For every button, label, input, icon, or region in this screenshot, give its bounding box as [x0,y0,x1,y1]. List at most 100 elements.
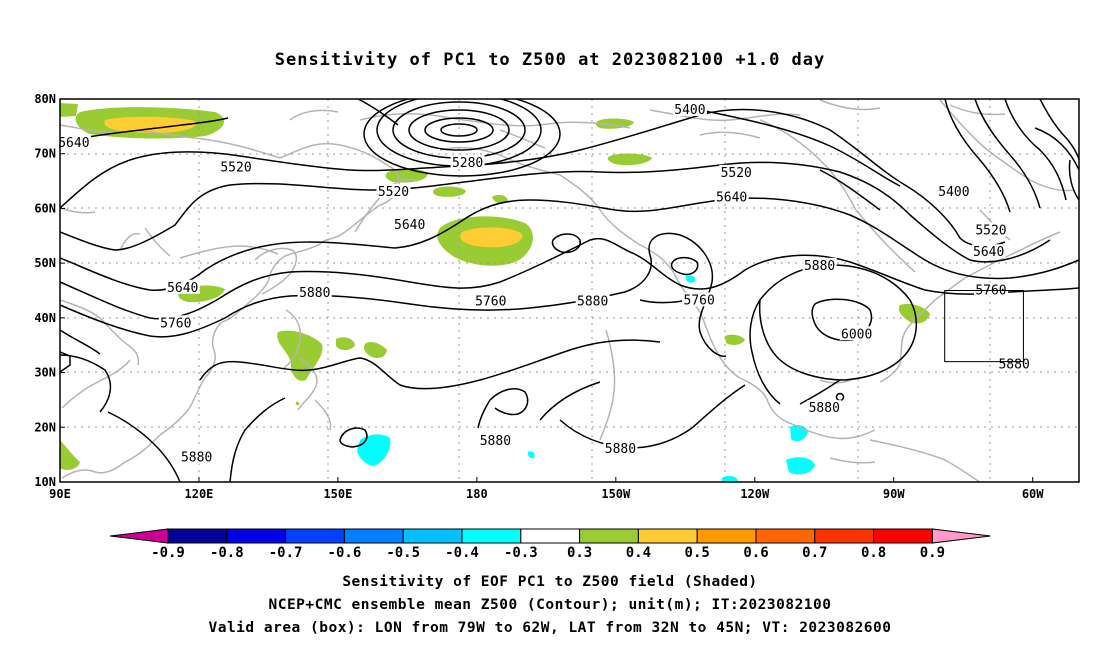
colorbar-tick-label: 0.9 [920,545,945,561]
contour-label-bg [971,244,1006,259]
colorbar-tick-label: -0.9 [151,545,185,561]
plot-title: Sensitivity of PC1 to Z500 at 2023082100… [274,50,826,70]
colorbar-tick-label: -0.8 [210,545,244,561]
colorbar-swatch [814,528,875,544]
colorbar-swatch [579,528,639,544]
shade-patch [607,153,652,166]
contour-label-bg [450,155,485,170]
lat-tick-label: 40N [34,311,56,325]
lat-tick-label: 70N [34,147,56,161]
lon-tick-label: 150E [323,487,352,501]
shade-patch [60,103,78,117]
shade-patch [357,434,391,466]
contour-label: 5520 [975,223,1006,238]
contour-label: 5640 [167,281,198,296]
contour-label-bg [392,216,427,231]
colorbar-swatch [285,528,345,544]
contour-label: 5640 [394,218,425,233]
colorbar-tick-label: -0.3 [504,545,538,561]
shade-patch [385,168,428,183]
contour-label: 5280 [452,156,483,171]
colorbar-tick-label: -0.7 [269,545,303,561]
colorbar-swatch [402,528,463,544]
contour-label: 5640 [716,190,747,205]
lon-tick-label: 150W [601,487,631,501]
contour-label: 5760 [160,316,191,331]
shade-patch [722,475,738,482]
contour-label: 5520 [220,160,251,175]
colorbar-swatch [226,528,287,544]
lon-tick-label: 60W [1022,487,1044,501]
contour-label-bg [807,400,842,415]
colorbar-swatch [696,528,757,544]
colorbar-tick-label: 0.6 [743,545,768,561]
colorbar-tick-label: -0.4 [445,545,479,561]
contour-label: 5520 [721,166,752,181]
shade-patch [725,334,745,345]
contour-labels: 5640 5520 5520 5280 5400 5520 5640 5400 5640 5520… [56,101,1032,465]
contour-label: 5760 [975,284,1006,299]
contour-label-bg [839,326,874,341]
shade-patch [898,304,930,324]
colorbar-swatch [461,528,522,544]
contour-label-bg [997,356,1032,371]
lon-tick-label: 180 [466,487,488,501]
contour-label-bg [219,159,254,174]
shade-patch [527,451,535,459]
colorbar-swatch [755,528,816,544]
contour-label-bg [158,315,193,330]
contour-label-bg [478,432,513,447]
lat-tick-label: 50N [34,256,56,270]
lon-tick-labels: 90E 120E 150E 180 150W 120W 90W 60W [49,477,1044,501]
colorbar-tick-label: -0.5 [386,545,420,561]
shade-patch [60,440,80,470]
contour-label-bg [682,292,717,307]
contour-label-bg [973,282,1008,297]
colorbar-swatch [167,528,228,544]
contour-label: 5760 [475,294,506,309]
lat-tick-label: 10N [34,475,56,489]
contour-label-bg [714,189,749,204]
lat-tick-label: 30N [34,366,56,380]
colorbar-tick-label: -0.6 [328,545,362,561]
contour-label-bg [473,293,508,308]
contour-label: 5640 [973,245,1004,260]
colorbar-high-extend [931,528,991,544]
contour-label: 5520 [378,185,409,200]
shade-patch [460,227,523,248]
contour-label: 5880 [804,259,835,274]
contour-label-bg [575,293,610,308]
shade-patch [786,457,815,475]
colorbar-tick-label: 0.4 [626,545,651,561]
caption-line-1: Sensitivity of EOF PC1 to Z500 field (Sh… [342,574,758,590]
lat-tick-label: 20N [34,420,56,434]
lon-tick-label: 90E [49,487,71,501]
contour-label: 5880 [181,450,212,465]
contour-label: 5400 [938,185,969,200]
shade-patch [492,194,508,204]
contour-label: 5880 [577,294,608,309]
contour-label-bg [936,184,971,199]
lon-tick-label: 90W [883,487,905,501]
contour-label-bg [672,101,707,116]
shade-patch [104,116,196,133]
contour-label-bg [165,279,200,294]
colorbar: -0.9 -0.8 -0.7 -0.6 -0.5 -0.4 -0.3 0.3 0.4 0.5 0.6… [109,528,991,561]
contour-label-bg [603,441,638,456]
map-frame [59,98,1080,483]
contour-label: 5880 [480,434,511,449]
shade-patch [336,337,355,351]
contour-label: 6000 [841,327,872,342]
contour-label: 5640 [58,136,89,151]
contour-label: 5400 [674,103,705,118]
contour-label-bg [56,134,91,149]
contour-label: 5880 [299,286,330,301]
shade-patch [686,275,696,283]
caption-line-3: Valid area (box): LON from 79W to 62W, L… [208,620,892,636]
shade-patch [363,341,387,358]
shade-patch [295,401,300,406]
contour-label-bg [376,184,411,199]
colorbar-swatch [637,528,698,544]
contour-label-bg [802,257,837,272]
